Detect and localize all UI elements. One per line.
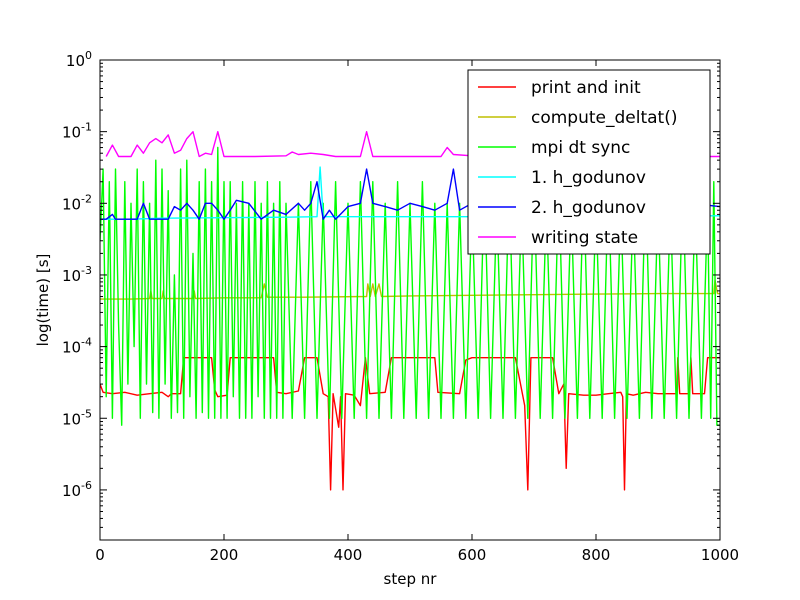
legend-label-1-h-godunov: 1. h_godunov (531, 168, 646, 188)
y-tick-base: 10 (62, 482, 81, 500)
y-tick-exponent: -6 (81, 479, 92, 492)
ticks-layer: 0 200 400 600 800 100010-610-510-410-310-210-… (62, 49, 739, 564)
y-tick-exponent: -5 (81, 407, 92, 420)
y-tick-exponent: -1 (81, 121, 92, 134)
plot-frame (99, 59, 721, 541)
y-tick-base: 10 (62, 339, 81, 357)
legend-label-compute-deltat: compute_deltat() (531, 108, 677, 128)
x-tick-label: 0 (95, 546, 105, 564)
y-tick-label: 100 (66, 49, 92, 70)
legend-label-writing-state: writing state (531, 228, 638, 248)
legend-label-print-and-init: print and init (531, 78, 641, 98)
y-tick-label: 10-5 (62, 407, 92, 428)
legend-label-2-h-godunov: 2. h_godunov (531, 198, 646, 218)
y-tick-base: 10 (62, 410, 81, 428)
x-tick-label: 600 (458, 546, 487, 564)
series-line-print-and-init (100, 357, 720, 491)
y-tick-base: 10 (62, 124, 81, 142)
y-tick-label: 10-4 (62, 336, 92, 357)
legend-box (467, 69, 711, 255)
y-tick-base: 10 (62, 195, 81, 213)
y-tick-exponent: -2 (81, 192, 92, 205)
y-tick-label: 10-3 (62, 264, 92, 285)
x-axis-label: step nr (384, 570, 438, 588)
x-tick-label: 200 (210, 546, 239, 564)
series-line-compute-deltat (100, 279, 720, 300)
y-tick-exponent: 0 (85, 49, 92, 62)
y-tick-label: 10-2 (62, 192, 92, 213)
y-tick-label: 10-1 (62, 121, 92, 142)
y-tick-exponent: -4 (81, 336, 92, 349)
x-tick-label: 800 (582, 546, 611, 564)
y-tick-base: 10 (62, 267, 81, 285)
y-axis-label: log(time) [s] (34, 254, 52, 347)
legend-label-mpi-dt-sync: mpi dt sync (531, 138, 630, 158)
series-line-writing-state (105, 131, 720, 158)
x-tick-label: 1000 (701, 546, 739, 564)
y-tick-base: 10 (66, 52, 85, 70)
y-tick-exponent: -3 (81, 264, 92, 277)
legend: print and init compute_deltat()mpi dt syn… (467, 69, 711, 255)
y-tick-label: 10-6 (62, 479, 92, 500)
x-tick-label: 400 (334, 546, 363, 564)
